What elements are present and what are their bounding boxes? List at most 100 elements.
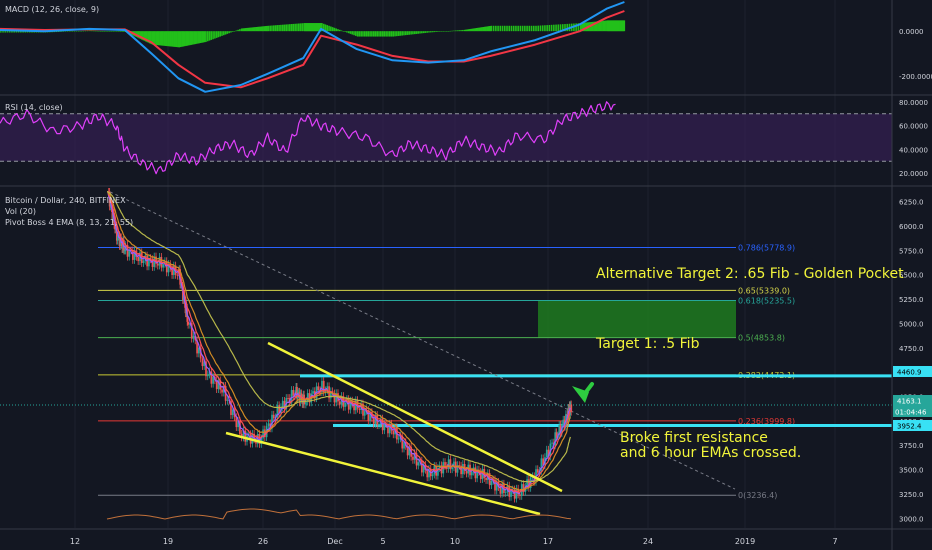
macd-histogram-bar (517, 25, 519, 32)
macd-histogram-bar (313, 23, 316, 32)
macd-histogram-bar (6, 31, 9, 33)
macd-histogram-bar (482, 26, 485, 32)
candle-body (142, 260, 145, 263)
candle-body (300, 393, 303, 399)
rsi-panel (0, 101, 892, 175)
macd-histogram-bar (0, 31, 2, 33)
candle-body (287, 398, 289, 399)
macd-histogram-bar (385, 31, 387, 37)
candle-body (515, 488, 518, 499)
annotation-broke-line2: and 6 hour EMAs crossed. (620, 445, 801, 461)
macd-histogram-bar (622, 20, 625, 32)
macd-histogram-bar (96, 30, 98, 32)
macd-histogram-bar (246, 27, 248, 32)
candle-body (495, 482, 498, 491)
candle-body (388, 423, 391, 434)
macd-histogram-bar (183, 31, 186, 47)
macd-histogram-bar (296, 23, 298, 32)
macd-histogram-bar (119, 31, 122, 32)
x-axis-label: 10 (450, 537, 460, 546)
macd-histogram-bar (356, 31, 359, 37)
macd-histogram-bar (62, 31, 65, 32)
candle-body (296, 386, 298, 399)
macd-histogram-bar (374, 31, 377, 37)
macd-histogram-bar (426, 31, 428, 33)
candle-body (176, 274, 179, 276)
macd-histogram-bar (221, 31, 223, 36)
macd-histogram-bar (165, 31, 167, 46)
macd-histogram-bar (347, 31, 350, 34)
candle-body (217, 380, 220, 390)
candle-body (151, 259, 154, 267)
macd-histogram-bar (266, 25, 268, 32)
macd-histogram-bar (337, 29, 339, 32)
macd-histogram-bar (112, 31, 114, 32)
macd-histogram-bar (144, 31, 147, 42)
macd-histogram-bar (148, 31, 151, 44)
candle-body (240, 433, 243, 438)
rsi-axis-label: 80.0000 (899, 99, 928, 107)
macd-histogram-bar (550, 24, 553, 32)
macd-histogram-bar (103, 31, 106, 32)
candle-body (235, 417, 238, 428)
macd-histogram-bar (581, 22, 583, 32)
macd-histogram-bar (198, 31, 201, 44)
macd-histogram-bar (255, 26, 258, 32)
price-tag-resistance-low-text: 3952.4 (897, 423, 922, 431)
macd-histogram-bar (397, 31, 400, 36)
macd-histogram-bar (117, 31, 120, 32)
macd-histogram-bar (553, 24, 555, 32)
macd-histogram-bar (449, 30, 452, 32)
macd-histogram-bar (193, 31, 195, 45)
macd-histogram-bar (314, 23, 317, 32)
macd-histogram-bar (84, 30, 87, 32)
candle-body (297, 391, 300, 394)
macd-histogram-bar (406, 31, 409, 35)
macd-histogram-bar (75, 31, 78, 32)
annotation-target2: Alternative Target 2: .65 Fib - Golden P… (596, 266, 904, 282)
macd-histogram-bar (167, 31, 170, 47)
macd-histogram-bar (271, 25, 273, 32)
macd-histogram-bar (590, 22, 593, 32)
macd-histogram-bar (194, 31, 197, 45)
macd-histogram-bar (121, 31, 123, 32)
macd-histogram-bar (530, 25, 533, 32)
candle-body (349, 400, 352, 410)
macd-histogram-bar (147, 31, 150, 43)
macd-histogram-bar (474, 28, 477, 32)
macd-histogram-bar (333, 27, 336, 32)
candle-body (344, 402, 347, 407)
macd-histogram-bar (346, 31, 348, 33)
macd-histogram-bar (446, 31, 448, 32)
macd-histogram-bar (506, 25, 508, 32)
macd-histogram-bar (349, 31, 352, 34)
macd-histogram-bar (535, 25, 537, 32)
macd-histogram-bar (71, 31, 73, 32)
macd-histogram-bar (447, 31, 450, 32)
macd-histogram-bar (575, 23, 577, 32)
macd-histogram-bar (161, 31, 163, 46)
macd-histogram-bar (487, 26, 490, 32)
green-arrow-icon (572, 382, 594, 403)
macd-histogram-bar (297, 23, 300, 32)
macd-histogram-bar (577, 23, 580, 32)
wedge-upper-trendline (267, 341, 563, 493)
candle-body (559, 425, 562, 434)
macd-histogram-bar (316, 23, 319, 32)
macd-histogram-bar (619, 20, 622, 32)
macd-histogram-bar (321, 23, 323, 32)
rsi-band (0, 113, 892, 162)
macd-histogram-bar (156, 31, 159, 46)
candle-body (305, 401, 307, 405)
candle-body (406, 445, 409, 456)
macd-histogram-bar (594, 21, 597, 32)
candle-body (381, 418, 384, 431)
candle-body (558, 425, 561, 436)
candle-body (322, 380, 325, 393)
candle-body (526, 479, 528, 487)
macd-histogram-bar (392, 31, 395, 37)
macd-histogram-bar (110, 31, 113, 32)
candle-body (201, 358, 204, 367)
macd-histogram-bar (541, 25, 544, 32)
